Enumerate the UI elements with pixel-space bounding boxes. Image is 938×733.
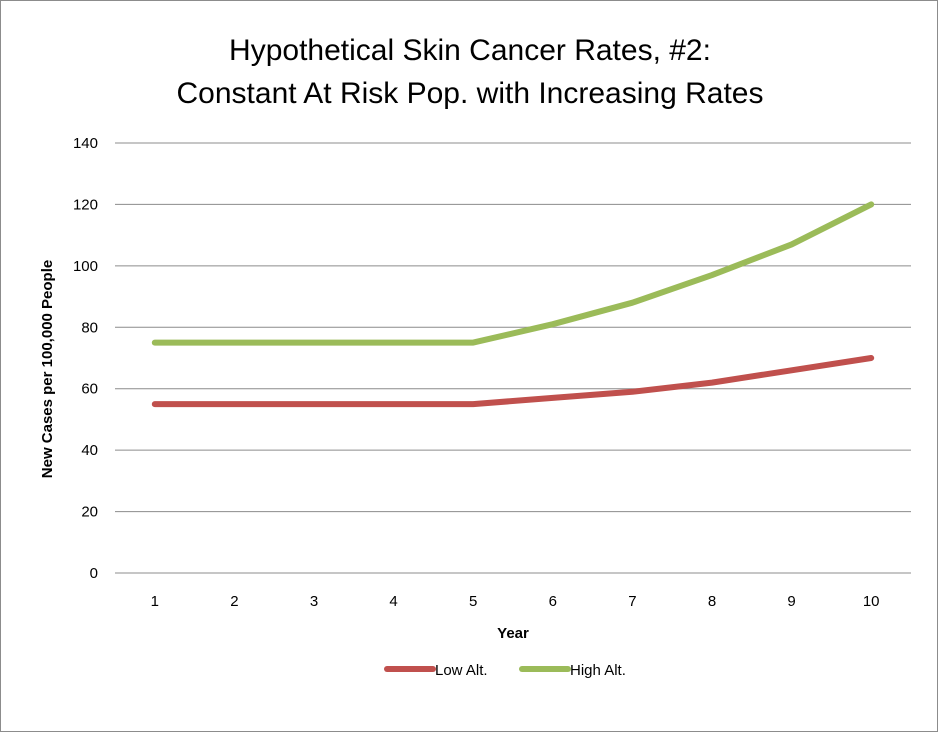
x-tick-label: 7 — [628, 593, 636, 610]
y-tick-label: 60 — [81, 381, 98, 398]
legend-label: High Alt. — [570, 662, 626, 679]
x-tick-label: 2 — [230, 593, 238, 610]
chart-title-line-1: Hypothetical Skin Cancer Rates, #2: — [229, 34, 711, 67]
x-axis-title: Year — [497, 625, 529, 642]
x-axis-ticks: 1 2 3 4 5 6 7 8 9 10 — [151, 593, 880, 610]
series-line-low-alt — [151, 355, 875, 408]
y-axis-title: New Cases per 100,000 People — [39, 260, 56, 478]
y-tick-label: 20 — [81, 504, 98, 521]
y-tick-label: 120 — [73, 196, 98, 213]
y-tick-label: 140 — [73, 135, 98, 152]
y-axis-ticks: 0 20 40 60 80 100 120 140 — [73, 135, 98, 582]
gridlines — [115, 142, 911, 574]
series-line-high-alt — [151, 201, 875, 346]
x-tick-label: 10 — [863, 593, 880, 610]
x-tick-label: 6 — [549, 593, 557, 610]
series-lines — [151, 201, 875, 408]
y-tick-label: 40 — [81, 442, 98, 459]
x-tick-label: 5 — [469, 593, 477, 610]
y-tick-label: 100 — [73, 258, 98, 275]
legend-label: Low Alt. — [435, 662, 488, 679]
x-tick-label: 8 — [708, 593, 716, 610]
y-tick-label: 80 — [81, 319, 98, 336]
x-tick-label: 9 — [787, 593, 795, 610]
chart-title-line-2: Constant At Risk Pop. with Increasing Ra… — [177, 77, 764, 110]
y-tick-label: 0 — [90, 565, 98, 582]
x-tick-label: 3 — [310, 593, 318, 610]
x-tick-label: 1 — [151, 593, 159, 610]
x-tick-label: 4 — [389, 593, 397, 610]
legend: Low Alt. High Alt. — [384, 662, 626, 679]
